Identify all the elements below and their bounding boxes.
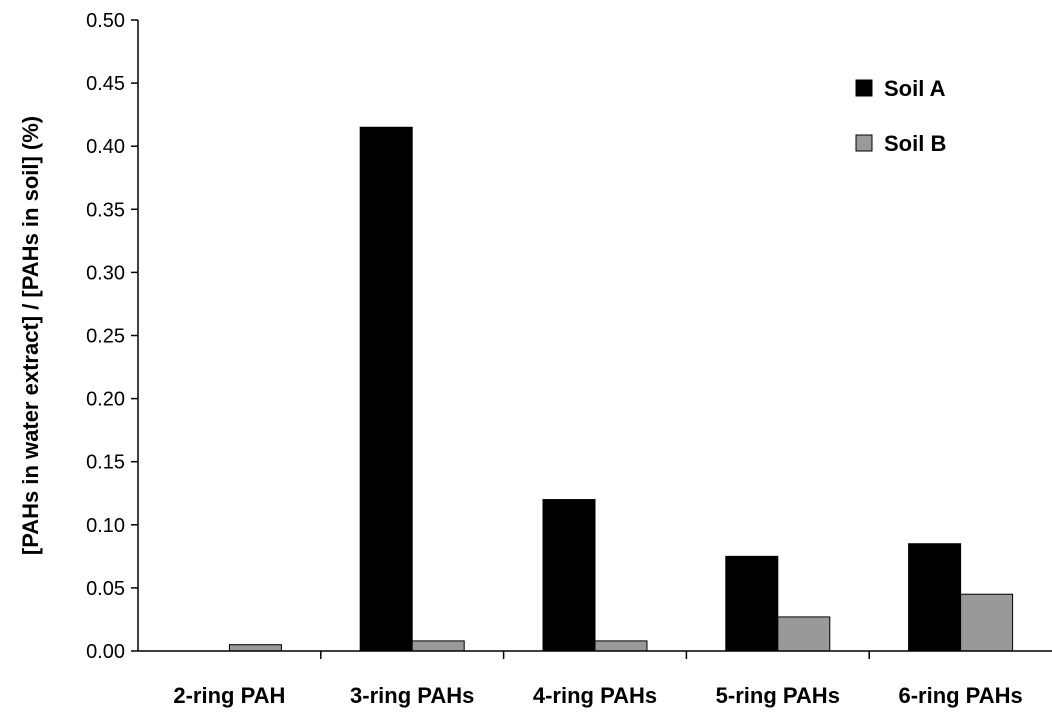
- legend: Soil A Soil B: [855, 76, 946, 156]
- bar-soil-a-2: [542, 499, 596, 652]
- bar-soil-b-2: [594, 640, 648, 652]
- y-tick-label: 0.15: [86, 452, 125, 474]
- bars: [228, 126, 1014, 652]
- y-axis-title: [PAHs in water extract] / [PAHs in soil]…: [18, 116, 43, 555]
- bar-soil-a-3: [725, 555, 779, 652]
- y-tick-label: 0.00: [86, 641, 125, 663]
- x-axis: 2-ring PAH 3-ring PAHs 4-ring PAHs 5-ring P…: [138, 650, 1052, 708]
- y-axis-ticks: 0.00 0.05 0.10 0.15 0.20 0.25 0.30 0.35 0.40 0.45…: [86, 10, 139, 663]
- bar-soil-b-0: [228, 644, 282, 652]
- y-tick-label: 0.30: [86, 262, 125, 284]
- y-tick-label: 0.10: [86, 515, 125, 537]
- y-tick-label: 0.35: [86, 199, 125, 221]
- bar-soil-a-4: [908, 543, 962, 652]
- legend-swatch: [855, 79, 873, 97]
- x-category-label: 5-ring PAHs: [716, 683, 840, 708]
- bar-soil-a-1: [359, 126, 413, 652]
- x-category-label: 4-ring PAHs: [533, 683, 657, 708]
- x-category-label: 6-ring PAHs: [898, 683, 1022, 708]
- y-tick-label: 0.25: [86, 326, 125, 348]
- bar-soil-b-3: [777, 616, 831, 652]
- legend-label: Soil B: [884, 131, 946, 156]
- legend-swatch: [855, 134, 873, 152]
- legend-label: Soil A: [884, 76, 946, 101]
- x-category-label: 2-ring PAH: [173, 683, 285, 708]
- y-tick-label: 0.05: [86, 578, 125, 600]
- bar-soil-b-4: [960, 593, 1014, 652]
- y-tick-label: 0.20: [86, 389, 125, 411]
- y-tick-label: 0.45: [86, 73, 125, 95]
- y-tick-label: 0.40: [86, 136, 125, 158]
- y-tick-label: 0.50: [86, 10, 125, 32]
- bar-soil-b-1: [411, 640, 465, 652]
- x-category-label: 3-ring PAHs: [350, 683, 474, 708]
